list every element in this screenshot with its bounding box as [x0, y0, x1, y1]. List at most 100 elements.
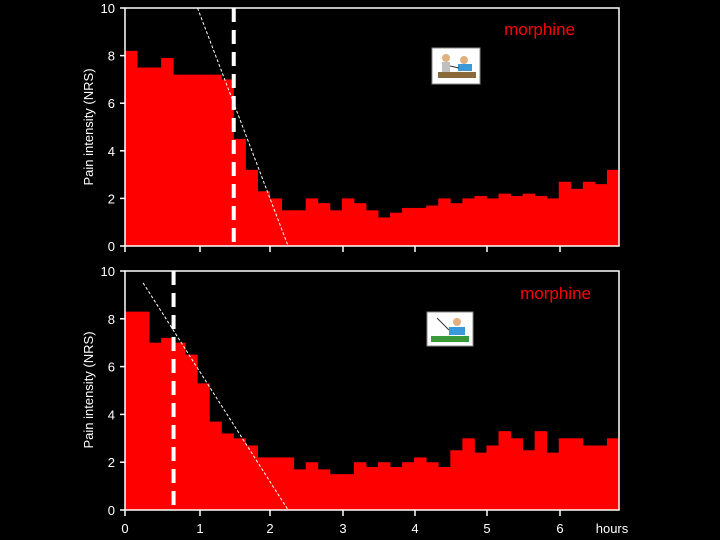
bar-series — [125, 50, 620, 247]
y-tick-label: 6 — [108, 96, 115, 111]
panel-title: Hidden injection of morphine — [376, 284, 591, 303]
bar — [125, 311, 138, 510]
bar — [378, 217, 391, 246]
y-tick-label: 4 — [108, 144, 115, 159]
x-axis-unit-label: hours — [596, 521, 629, 536]
bar — [582, 181, 596, 246]
bar — [341, 474, 355, 510]
y-tick-label: 10 — [101, 264, 115, 279]
bar — [378, 462, 391, 510]
x-tick-label: 4 — [411, 521, 418, 536]
bar — [137, 67, 150, 246]
bar — [486, 198, 499, 246]
bar — [197, 74, 210, 246]
bar — [293, 469, 307, 510]
bar — [510, 196, 524, 246]
bar — [450, 203, 463, 246]
bar — [269, 198, 283, 246]
bar — [161, 337, 174, 510]
bar — [305, 462, 319, 510]
bar — [329, 474, 343, 510]
bar — [125, 50, 138, 247]
bar — [594, 184, 608, 246]
title-accent: morphine — [504, 20, 575, 39]
bar — [197, 383, 210, 510]
bar-series — [125, 311, 620, 510]
y-tick-label: 8 — [108, 49, 115, 64]
bar — [233, 138, 246, 246]
bar — [257, 457, 270, 510]
bar — [269, 457, 283, 510]
y-axis-ticks: 0 2 4 6 8 10 — [101, 264, 125, 518]
bar — [582, 445, 596, 510]
bar — [546, 198, 560, 246]
bar — [233, 438, 246, 510]
bar — [221, 79, 234, 247]
x-tick-label: 1 — [196, 521, 203, 536]
bar — [474, 196, 487, 246]
x-tick-label: 6 — [556, 521, 563, 536]
bar — [426, 205, 439, 246]
bar — [221, 433, 234, 510]
bar — [462, 438, 475, 510]
bar — [426, 462, 439, 510]
title-plain: Hidden injection of — [376, 284, 521, 303]
y-axis-label: Pain intensity (NRS) — [81, 68, 96, 185]
bar — [534, 196, 548, 246]
title-plain: Open injection of — [372, 20, 504, 39]
bar — [149, 342, 162, 510]
bar — [281, 457, 295, 510]
bar — [522, 193, 536, 246]
y-tick-label: 2 — [108, 191, 115, 206]
bar — [558, 181, 572, 246]
y-tick-label: 10 — [101, 1, 115, 16]
x-tick-label: 0 — [121, 521, 128, 536]
patient-with-nurse-injection-icon — [431, 47, 481, 85]
bar — [305, 198, 319, 246]
bar — [257, 191, 270, 246]
bar — [329, 210, 343, 246]
bar — [606, 169, 620, 246]
y-axis-label: Pain intensity (NRS) — [81, 331, 96, 448]
trend-line — [197, 7, 289, 247]
bar — [546, 452, 560, 510]
bar — [522, 450, 536, 510]
bar — [353, 462, 367, 510]
bar — [185, 74, 198, 246]
bar — [450, 450, 463, 510]
bar — [558, 438, 572, 510]
bar — [414, 207, 427, 246]
bar — [474, 452, 487, 510]
x-tick-label: 5 — [483, 521, 490, 536]
bar — [173, 74, 186, 246]
bar — [390, 212, 403, 246]
bar — [281, 210, 295, 246]
bar — [365, 210, 379, 246]
bar — [245, 169, 258, 246]
x-axis-ticks: 0 1 2 3 4 5 6 — [121, 510, 564, 536]
open-injection-panel: 0 2 4 6 8 10 Pain intensity (NRS) Open inject… — [81, 1, 620, 254]
bar — [245, 445, 258, 510]
y-tick-label: 0 — [108, 503, 115, 518]
bar — [149, 67, 162, 246]
bar — [353, 203, 367, 246]
bar — [293, 210, 307, 246]
title-accent: morphine — [520, 284, 591, 303]
x-tick-label: 3 — [339, 521, 346, 536]
bar — [498, 431, 511, 510]
bar — [510, 438, 524, 510]
bar — [402, 462, 415, 510]
bar — [402, 207, 415, 246]
y-tick-label: 8 — [108, 312, 115, 327]
bar — [173, 342, 186, 510]
y-axis-ticks: 0 2 4 6 8 10 — [101, 1, 125, 254]
bar — [462, 198, 475, 246]
x-axis-ticks — [124, 246, 561, 252]
bar — [161, 57, 174, 247]
y-tick-label: 4 — [108, 407, 115, 422]
bar — [137, 311, 150, 510]
bar — [414, 457, 427, 510]
bar — [534, 431, 548, 510]
bar — [341, 198, 355, 246]
